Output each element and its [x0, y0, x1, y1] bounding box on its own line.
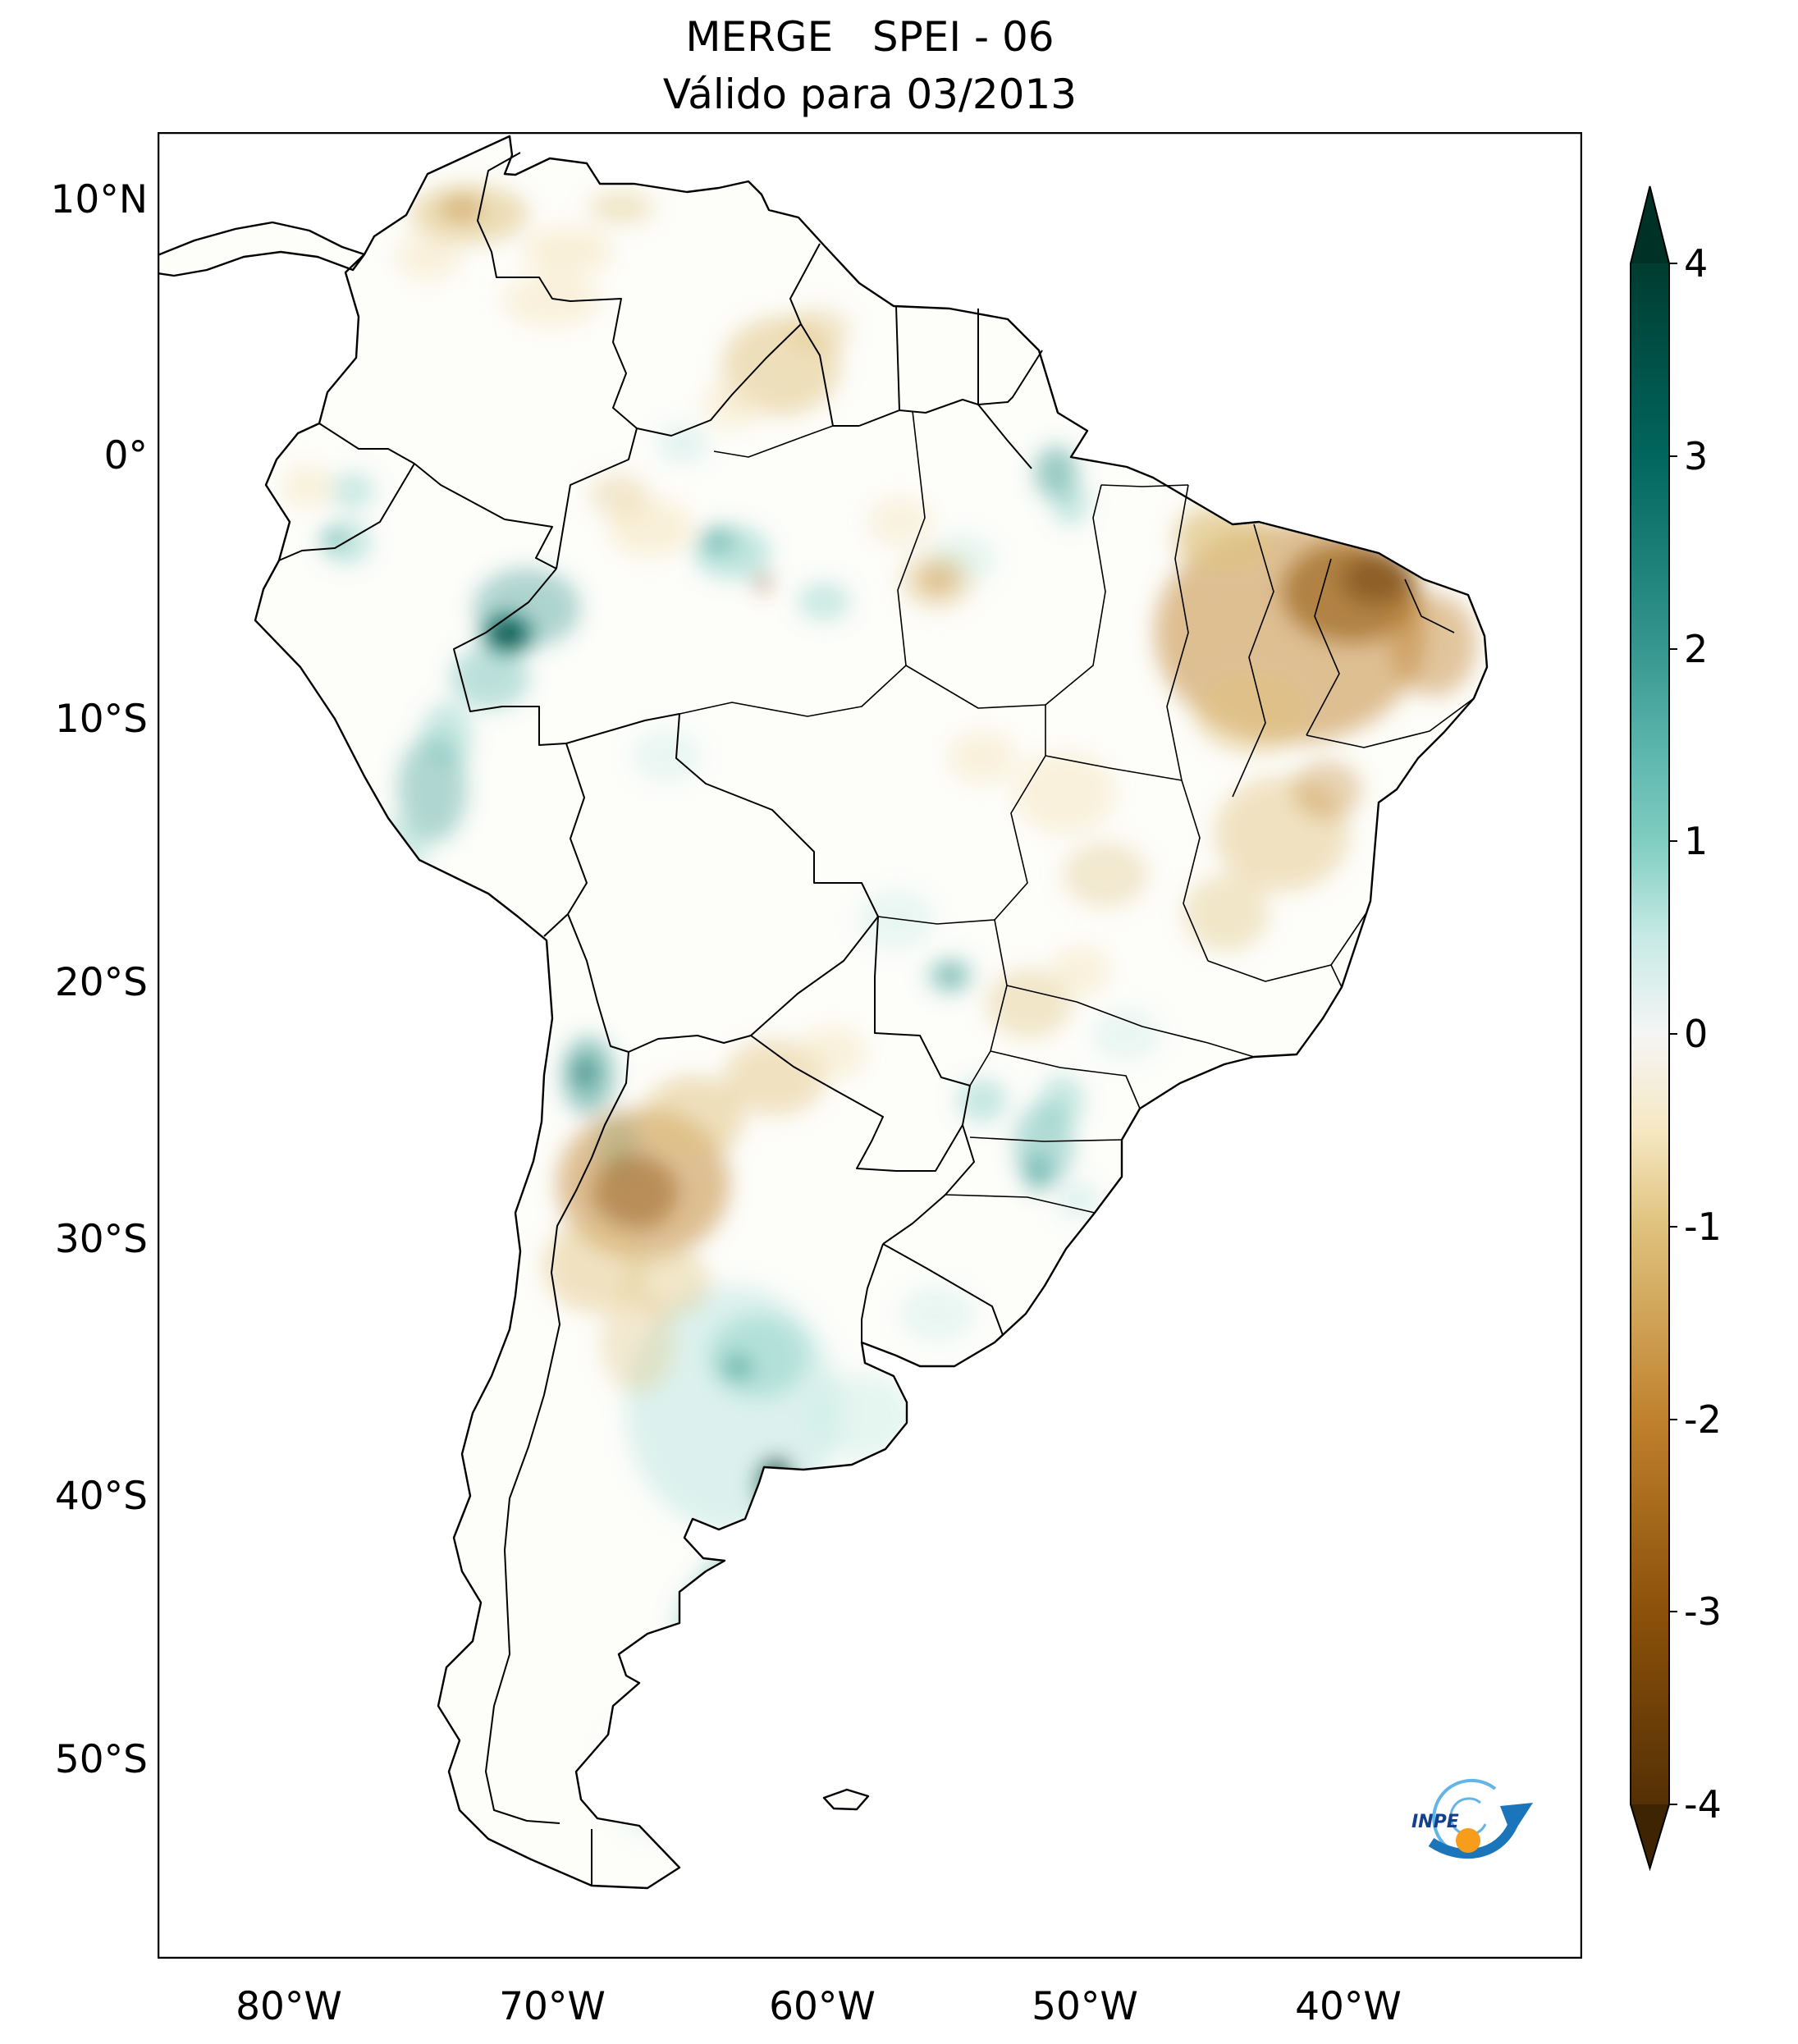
colorbar-tick-label: 1 — [1684, 819, 1709, 863]
colorbar-tick-label: -2 — [1684, 1397, 1722, 1442]
lat-tick-label: 10°S — [54, 697, 148, 742]
lat-tick-label: 0° — [103, 433, 148, 478]
lat-tick-label: 10°N — [50, 177, 148, 222]
lat-tick-label: 30°S — [54, 1217, 148, 1262]
logo-orange-dot — [1456, 1828, 1480, 1853]
state-borders — [679, 410, 1475, 1214]
logo-arrow — [1428, 1822, 1518, 1859]
colorbar-extend-top — [1631, 186, 1669, 263]
lon-tick-label: 80°W — [236, 1984, 342, 2029]
chart-subtitle: Válido para 03/2013 — [662, 71, 1077, 118]
spei-field — [158, 136, 1487, 1888]
lat-tick-label: 40°S — [54, 1474, 148, 1519]
lat-tick-label: 50°S — [54, 1737, 148, 1782]
chart-title: MERGE SPEI - 06 — [685, 13, 1055, 61]
colorbar-tick-label: 2 — [1684, 627, 1709, 671]
south-america-spei-map: INPE — [158, 132, 1582, 1959]
colorbar-tick-label: -3 — [1684, 1589, 1722, 1634]
lat-tick-label: 20°S — [54, 960, 148, 1005]
inpe-logo: INPE — [1411, 1778, 1533, 1859]
colorbar-tick-label: 3 — [1684, 434, 1709, 478]
colorbar-ticks — [1669, 263, 1677, 1805]
lon-tick-label: 60°W — [769, 1984, 876, 2029]
map-frame — [158, 132, 1582, 1959]
coastline — [158, 135, 1489, 1890]
inpe-logo-text: INPE — [1411, 1812, 1459, 1832]
country-borders — [278, 152, 1043, 1886]
colorbar-tick-label: -1 — [1684, 1205, 1722, 1249]
colorbar-tick-label: -4 — [1684, 1782, 1722, 1827]
lon-tick-label: 50°W — [1032, 1984, 1138, 2029]
lon-tick-label: 70°W — [499, 1984, 606, 2029]
colorbar-tick-label: 4 — [1684, 241, 1709, 286]
colorbar-gradient — [1631, 263, 1669, 1804]
colorbar — [1630, 185, 1677, 1872]
lon-tick-label: 40°W — [1295, 1984, 1402, 2029]
logo-arrowhead — [1500, 1803, 1533, 1836]
colorbar-tick-label: 0 — [1684, 1012, 1709, 1056]
colorbar-extend-bottom — [1631, 1804, 1669, 1868]
